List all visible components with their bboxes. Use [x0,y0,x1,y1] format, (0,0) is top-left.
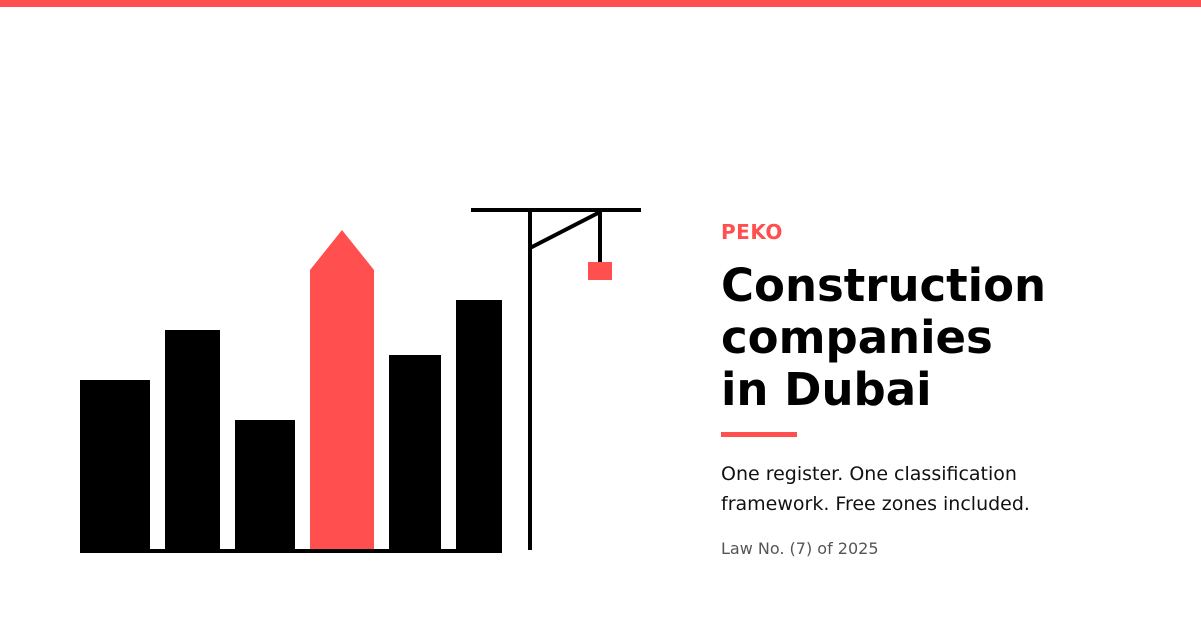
ground-line [80,549,502,553]
title-line: in Dubai [721,363,932,416]
crane-load [588,262,612,280]
skyline-icon [80,230,502,553]
brand-label: PEKO [721,220,783,244]
title-line: Construction [721,259,1047,312]
crane-icon [471,208,641,550]
hero-text: PEKO Construction companies in Dubai One… [721,218,1181,560]
highlight-tower-roof [310,230,374,270]
building-5 [389,355,441,550]
subtitle: One register. One classification framewo… [721,459,1181,519]
law-reference: Law No. (7) of 2025 [721,539,879,558]
building-2 [165,330,220,550]
top-accent-bar [0,0,1201,7]
accent-divider [721,432,797,437]
crane-brace [529,210,601,250]
subtitle-line: framework. Free zones included. [721,493,1030,515]
title-line: companies [721,311,993,364]
building-1 [80,380,150,550]
highlight-tower [310,270,374,550]
building-6 [456,300,502,550]
building-3 [235,420,295,550]
construction-skyline-illustration [80,208,641,553]
page-title: Construction companies in Dubai [721,260,1181,416]
subtitle-line: One register. One classification [721,463,1017,485]
